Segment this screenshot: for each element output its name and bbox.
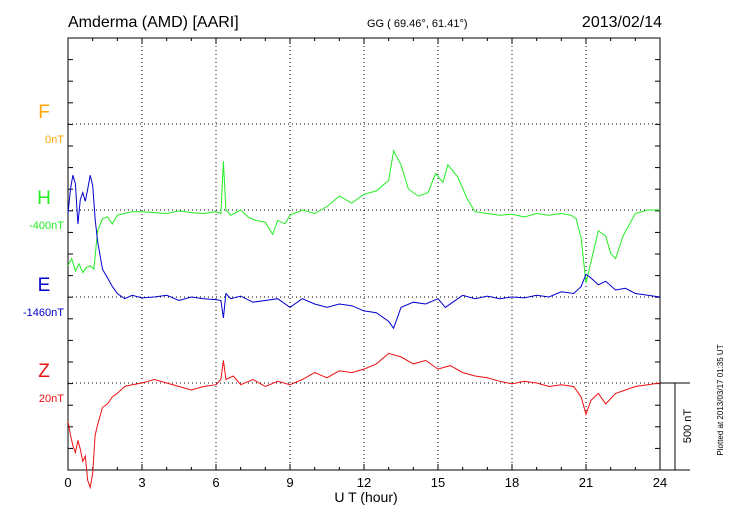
date-label: 2013/02/14: [582, 14, 662, 31]
channel-baseline-e: -1460nT: [23, 307, 64, 319]
series-z-line: [67, 352, 661, 490]
plotted-stamp: Plotted at 2013/03/17 01:35 UT: [716, 344, 725, 455]
x-tick-label: 9: [286, 475, 293, 490]
series-e-line: [67, 175, 661, 330]
x-axis-label: U T (hour): [334, 489, 397, 505]
channel-baseline-h: -400nT: [29, 220, 64, 232]
x-tick-labels: 0 3 6 9 12 15 18 21 24: [64, 475, 667, 490]
grid: [141, 38, 587, 470]
channel-baseline-f: 0nT: [45, 134, 64, 146]
axis-ticks: [67, 38, 661, 470]
x-tick-label: 18: [505, 475, 519, 490]
x-tick-label: 21: [579, 475, 593, 490]
channel-label-h: H: [37, 188, 51, 209]
x-tick-label: 15: [431, 475, 445, 490]
channel-label-f: F: [38, 102, 50, 123]
x-tick-label: 3: [138, 475, 145, 490]
coords-label: GG ( 69.46°, 61.41°): [367, 18, 468, 30]
scale-bar-label: 500 nT: [682, 409, 694, 444]
x-tick-label: 24: [653, 475, 667, 490]
channel-label-z: Z: [38, 361, 50, 382]
channel-label-e: E: [38, 275, 51, 296]
channel-baseline-z: 20nT: [39, 393, 64, 405]
series-lines: [67, 149, 661, 490]
station-title: Amderma (AMD) [AARI]: [68, 14, 239, 31]
x-tick-label: 6: [212, 475, 219, 490]
channel-labels: F 0nT H -400nT E -1460nT Z 20nT: [23, 102, 64, 405]
series-h-line: [67, 149, 660, 284]
x-tick-label: 0: [64, 475, 71, 490]
channel-baselines: [68, 123, 660, 384]
x-tick-label: 12: [357, 475, 371, 490]
